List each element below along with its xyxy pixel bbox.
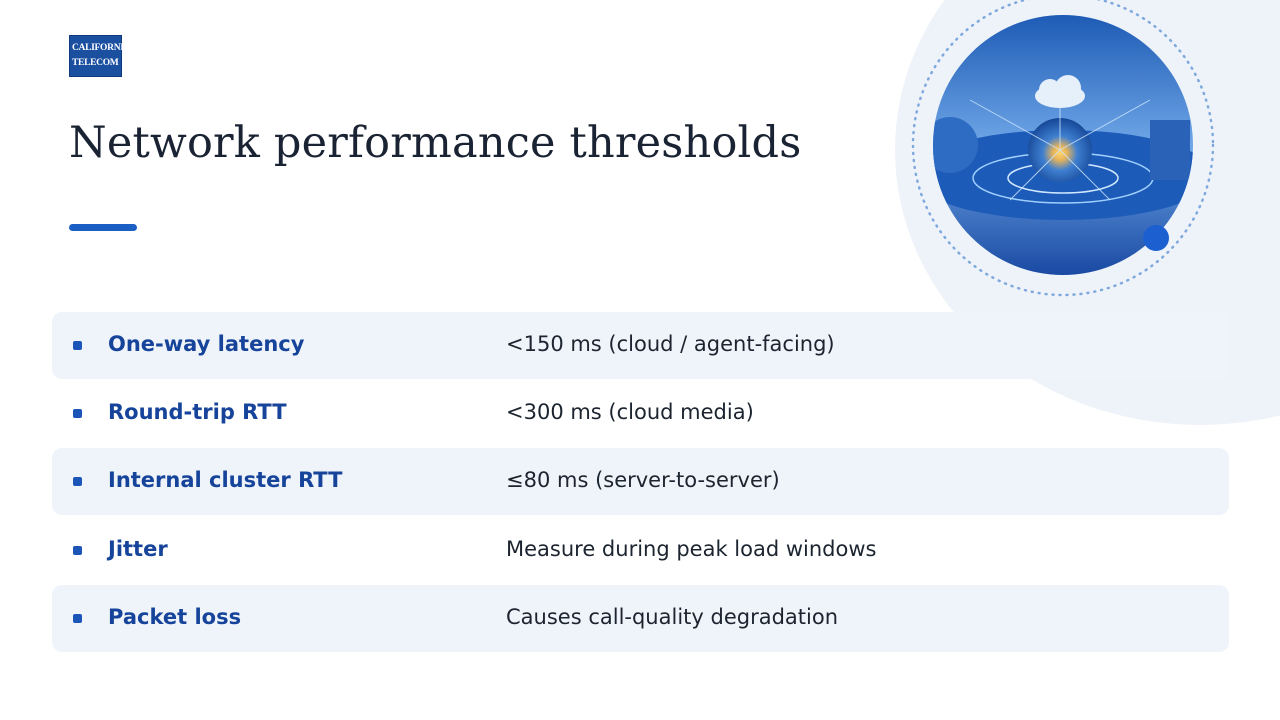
row-value: <150 ms (cloud / agent-facing) xyxy=(506,332,835,356)
row-label: Round-trip RTT xyxy=(108,400,287,425)
row-label: Internal cluster RTT xyxy=(108,468,343,493)
bullet xyxy=(73,477,82,487)
bullet xyxy=(73,613,82,623)
accent-bar xyxy=(69,224,137,231)
bullet xyxy=(73,409,82,419)
row-value: Causes call-quality degradation xyxy=(506,604,839,629)
bullet xyxy=(73,341,82,350)
bullet xyxy=(73,545,82,555)
accent-dot xyxy=(1143,225,1169,251)
dotted-ring xyxy=(911,0,1215,297)
table-row: One-way latency <150 ms (cloud / agent-fa… xyxy=(52,312,1229,379)
title: Network performance thresholds xyxy=(69,118,802,168)
logo-text: TELECOM xyxy=(72,58,119,68)
logo: CALIFORNIA TELECOM xyxy=(69,35,131,77)
row-value: <300 ms (cloud media) xyxy=(506,400,754,425)
row-label: Packet loss xyxy=(108,604,242,629)
table-row: Internal cluster RTT ≤80 ms (server-to-se… xyxy=(52,448,1229,516)
table-row: Round-trip RTT <300 ms (cloud media) xyxy=(52,380,1229,447)
row-value: ≤80 ms (server-to-server) xyxy=(506,468,780,493)
logo-text: CALIFORNIA xyxy=(72,43,131,53)
table-row: Jitter Measure during peak load windows xyxy=(52,517,1229,584)
row-label: Jitter xyxy=(108,536,168,561)
table-row: Packet loss Causes call-quality degradati… xyxy=(52,584,1229,652)
row-value: Measure during peak load windows xyxy=(506,536,877,561)
row-label: One-way latency xyxy=(108,332,305,356)
